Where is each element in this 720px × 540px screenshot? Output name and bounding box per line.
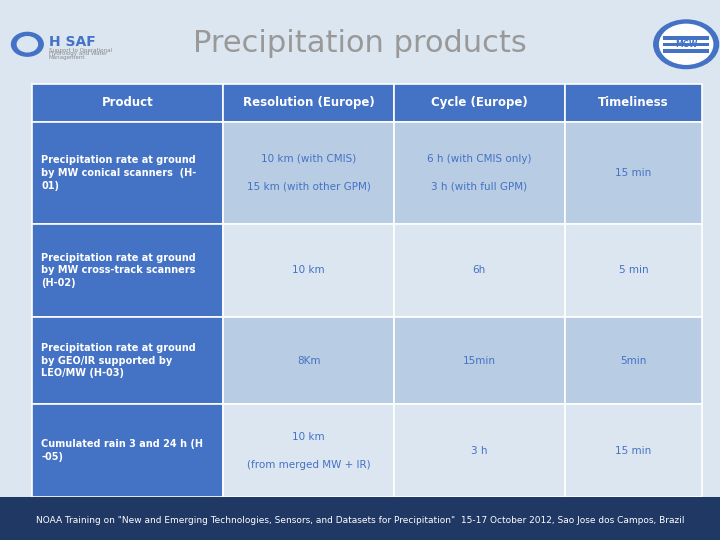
Bar bbox=[664, 49, 708, 53]
Bar bbox=[664, 43, 708, 46]
Text: H SAF: H SAF bbox=[49, 35, 96, 49]
Text: 10 km

(from merged MW + IR): 10 km (from merged MW + IR) bbox=[247, 431, 370, 470]
Bar bbox=[223, 317, 394, 404]
Text: 15min: 15min bbox=[463, 355, 496, 366]
Text: 6h: 6h bbox=[473, 266, 486, 275]
Text: Cumulated rain 3 and 24 h (H
-05): Cumulated rain 3 and 24 h (H -05) bbox=[41, 439, 203, 462]
Text: Precipitation rate at ground
by MW cross-track scanners
(H-02): Precipitation rate at ground by MW cross… bbox=[41, 253, 196, 288]
Text: Management: Management bbox=[49, 55, 86, 60]
Text: 10 km: 10 km bbox=[292, 266, 325, 275]
Bar bbox=[223, 224, 394, 317]
Text: 8Km: 8Km bbox=[297, 355, 320, 366]
Bar bbox=[0, 497, 720, 540]
Bar bbox=[32, 224, 223, 317]
Text: Product: Product bbox=[102, 96, 153, 109]
Text: 15 min: 15 min bbox=[616, 168, 652, 178]
Text: 5min: 5min bbox=[620, 355, 647, 366]
Bar bbox=[32, 404, 223, 497]
Circle shape bbox=[654, 20, 719, 69]
Bar bbox=[32, 317, 223, 404]
Bar bbox=[32, 122, 223, 224]
Text: 10 km (with CMIS)

15 km (with other GPM): 10 km (with CMIS) 15 km (with other GPM) bbox=[247, 154, 371, 192]
Text: Precipitation rate at ground
by GEO/IR supported by
LEO/MW (H-03): Precipitation rate at ground by GEO/IR s… bbox=[41, 343, 196, 379]
Text: Precipitation products: Precipitation products bbox=[193, 29, 527, 58]
Text: Resolution (Europe): Resolution (Europe) bbox=[243, 96, 374, 109]
Bar bbox=[7, 8, 151, 78]
Text: MGW: MGW bbox=[675, 40, 698, 49]
Text: 6 h (with CMIS only)

3 h (with full GPM): 6 h (with CMIS only) 3 h (with full GPM) bbox=[427, 154, 531, 192]
Text: Hydrology and Water: Hydrology and Water bbox=[49, 51, 107, 57]
Bar bbox=[394, 224, 564, 317]
Bar bbox=[564, 122, 702, 224]
Text: 5 min: 5 min bbox=[618, 266, 648, 275]
Bar bbox=[394, 317, 564, 404]
Text: 15 min: 15 min bbox=[616, 446, 652, 456]
Bar bbox=[564, 317, 702, 404]
Bar bbox=[564, 404, 702, 497]
Bar bbox=[223, 122, 394, 224]
Circle shape bbox=[12, 32, 43, 56]
Bar bbox=[223, 84, 394, 122]
Bar bbox=[664, 36, 708, 40]
Bar bbox=[32, 84, 223, 122]
Text: Precipitation rate at ground
by MW conical scanners  (H-
01): Precipitation rate at ground by MW conic… bbox=[41, 155, 197, 191]
Text: NOAA Training on "New and Emerging Technologies, Sensors, and Datasets for Preci: NOAA Training on "New and Emerging Techn… bbox=[36, 516, 684, 525]
Circle shape bbox=[17, 37, 37, 52]
Bar bbox=[223, 404, 394, 497]
Bar bbox=[394, 404, 564, 497]
Text: Timeliness: Timeliness bbox=[598, 96, 669, 109]
Text: 3 h: 3 h bbox=[471, 446, 487, 456]
Circle shape bbox=[660, 24, 713, 64]
Text: Cycle (Europe): Cycle (Europe) bbox=[431, 96, 528, 109]
Bar bbox=[394, 122, 564, 224]
Bar bbox=[394, 84, 564, 122]
Bar bbox=[564, 224, 702, 317]
Bar bbox=[564, 84, 702, 122]
Text: Support to Operational: Support to Operational bbox=[49, 48, 112, 53]
